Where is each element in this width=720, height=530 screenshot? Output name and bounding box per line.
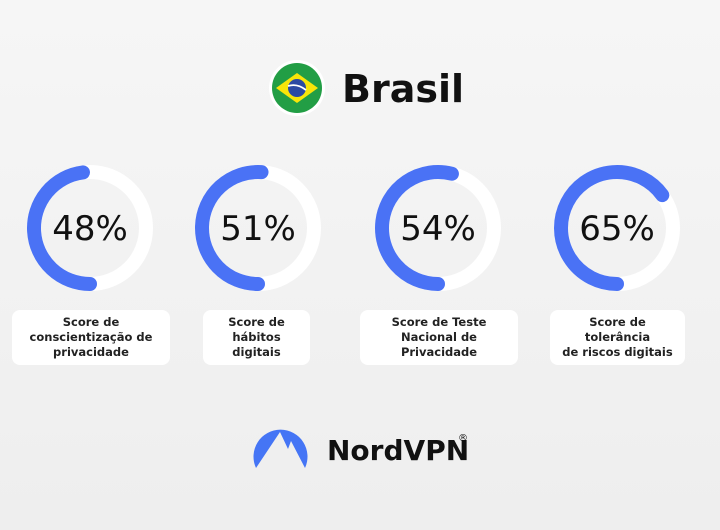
value-label: 51% [220, 209, 296, 249]
logo [253, 429, 308, 468]
gauge-arc [375, 165, 459, 291]
category-label: Score de conscientização de privacidade [12, 310, 170, 365]
gauge-arc [27, 165, 97, 291]
gauge-arc [195, 165, 269, 291]
title: Brasil [342, 67, 464, 111]
brand-mark: ® [458, 433, 468, 444]
flag [269, 60, 325, 116]
category-label: Score de tolerância de riscos digitais [550, 310, 685, 365]
category-label: Score de Teste Nacional de Privacidade [360, 310, 518, 365]
gauge-arc [554, 165, 670, 291]
brand: NordVPN [327, 434, 469, 467]
value-label: 54% [400, 209, 476, 249]
category-label: Score de hábitos digitais [203, 310, 310, 365]
value-label: 48% [52, 209, 128, 249]
value-label: 65% [579, 209, 655, 249]
